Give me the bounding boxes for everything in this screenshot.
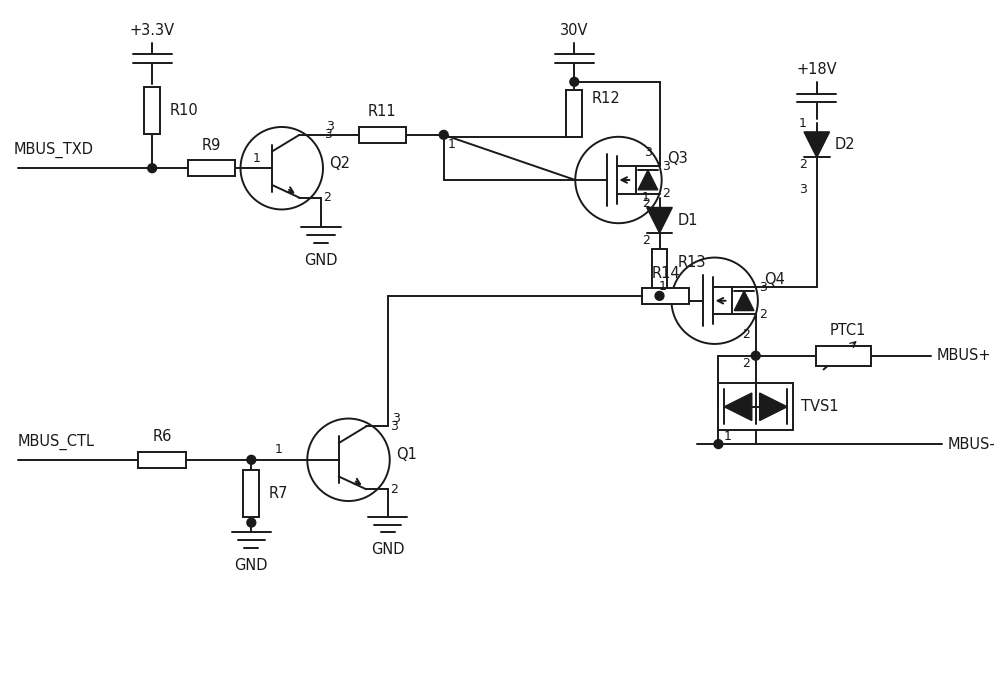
Text: 1: 1 [275, 443, 283, 456]
Circle shape [247, 456, 256, 464]
Text: 3: 3 [799, 183, 807, 196]
Text: 1: 1 [799, 117, 807, 130]
Text: Q1: Q1 [396, 447, 417, 462]
Text: MBUS_CTL: MBUS_CTL [18, 434, 95, 450]
Text: 2: 2 [390, 483, 398, 496]
Text: Q2: Q2 [329, 155, 350, 170]
Text: 3: 3 [326, 121, 334, 134]
Text: R9: R9 [201, 138, 221, 153]
Polygon shape [647, 207, 672, 233]
Circle shape [241, 127, 323, 209]
Circle shape [570, 78, 579, 86]
Polygon shape [638, 170, 658, 190]
Bar [144, 87, 160, 134]
Text: 2: 2 [642, 235, 650, 248]
Bar [359, 127, 406, 143]
Text: 2: 2 [759, 308, 767, 321]
Text: 2: 2 [799, 158, 807, 170]
Text: R14: R14 [651, 266, 680, 281]
Circle shape [671, 258, 758, 344]
Circle shape [439, 130, 448, 139]
Text: 3: 3 [644, 146, 652, 159]
Text: 1: 1 [448, 138, 456, 151]
Text: 3: 3 [759, 280, 767, 293]
Text: PTC1: PTC1 [830, 323, 866, 338]
Bar [718, 383, 793, 430]
Bar [642, 288, 689, 303]
Circle shape [148, 164, 157, 173]
Text: MBUS-: MBUS- [947, 436, 995, 451]
Text: GND: GND [304, 252, 338, 267]
Text: 2: 2 [642, 197, 650, 210]
Text: +3.3V: +3.3V [130, 23, 175, 38]
Text: GND: GND [235, 558, 268, 573]
Text: D1: D1 [677, 213, 698, 228]
Text: R12: R12 [592, 91, 621, 106]
Circle shape [575, 137, 662, 223]
Circle shape [655, 291, 664, 300]
Text: D2: D2 [834, 137, 855, 152]
Text: TVS1: TVS1 [801, 399, 838, 414]
Text: 3: 3 [663, 160, 670, 173]
Polygon shape [804, 132, 830, 158]
Text: 2: 2 [663, 188, 670, 201]
Text: Q4: Q4 [764, 271, 785, 286]
Polygon shape [724, 393, 752, 421]
Bar [652, 249, 667, 296]
Text: R10: R10 [170, 103, 199, 118]
Bar [138, 452, 186, 468]
Text: GND: GND [371, 542, 404, 557]
Circle shape [714, 440, 723, 449]
Circle shape [307, 419, 390, 501]
Text: 2: 2 [324, 191, 331, 204]
Text: Q3: Q3 [668, 151, 688, 166]
Bar [243, 470, 259, 517]
Text: R11: R11 [368, 104, 397, 119]
Text: 1: 1 [642, 191, 650, 204]
Text: 1: 1 [659, 280, 667, 293]
Polygon shape [734, 291, 754, 310]
Text: R7: R7 [269, 486, 288, 501]
Text: R6: R6 [152, 429, 172, 444]
Circle shape [247, 518, 256, 527]
Text: 30V: 30V [560, 23, 589, 38]
Text: 2: 2 [742, 327, 750, 340]
Bar [188, 160, 235, 176]
Text: 3: 3 [392, 412, 399, 425]
Bar [566, 90, 582, 137]
Text: R13: R13 [677, 255, 706, 270]
Text: MBUS+: MBUS+ [937, 349, 991, 364]
Text: 3: 3 [324, 128, 331, 141]
Circle shape [751, 351, 760, 360]
Text: MBUS_TXD: MBUS_TXD [14, 143, 94, 158]
Polygon shape [760, 393, 787, 421]
Text: 2: 2 [742, 357, 750, 370]
Text: 1: 1 [723, 430, 731, 443]
Bar [816, 346, 871, 366]
Text: 3: 3 [390, 420, 398, 433]
Text: +18V: +18V [796, 62, 837, 77]
Text: 1: 1 [252, 152, 260, 165]
